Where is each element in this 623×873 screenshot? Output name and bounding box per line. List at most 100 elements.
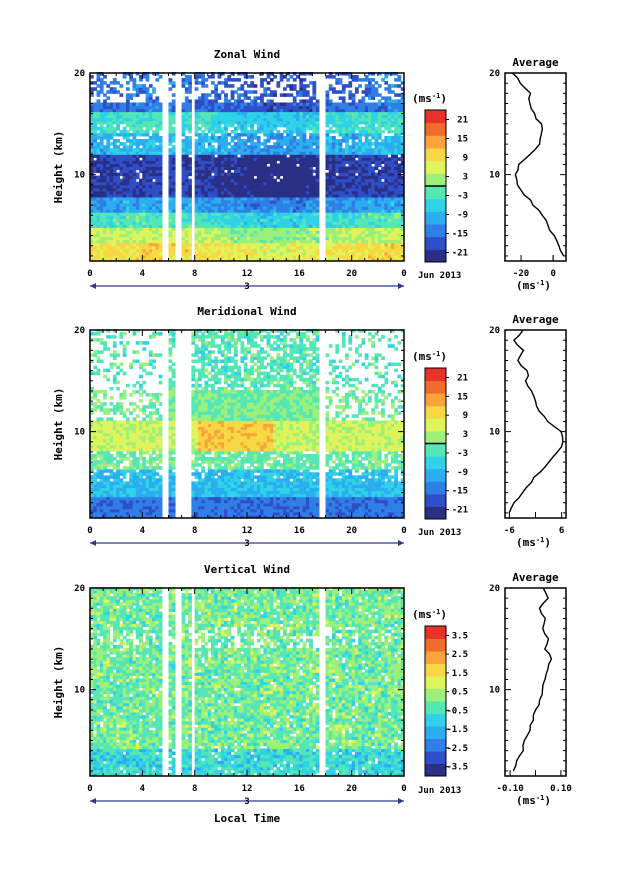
heatmap-cell [211, 257, 215, 262]
heatmap-cell [217, 181, 222, 186]
heatmap-cell [266, 190, 271, 195]
heatmap-cell [240, 129, 245, 134]
heatmap-cell [122, 151, 127, 155]
heatmap-cell [145, 224, 150, 228]
heatmap-cell [109, 142, 114, 146]
heatmap-cell [142, 209, 147, 213]
colorbar-segment [425, 148, 446, 162]
heatmap-cell [116, 224, 120, 228]
heatmap-cell [106, 120, 111, 125]
heatmap-cell [188, 84, 192, 88]
heatmap-cell [348, 233, 353, 238]
heatmap-cell [263, 227, 268, 232]
heatmap-cell [390, 218, 395, 222]
heatmap-cell [269, 206, 274, 210]
heatmap-cell [243, 227, 248, 232]
heatmap-cell [315, 166, 320, 171]
heatmap-cell [93, 120, 98, 125]
heatmap-cell [315, 218, 320, 222]
heatmap-cell [243, 190, 248, 195]
heatmap-cell [348, 169, 353, 174]
heatmap-cell [106, 221, 111, 225]
heatmap-cell [188, 215, 192, 219]
heatmap-cell [256, 166, 261, 171]
heatmap-cell [184, 120, 189, 125]
heatmap-cell [184, 172, 189, 177]
heatmap-cell [364, 154, 369, 158]
heatmap-cell [266, 236, 271, 241]
heatmap-cell [361, 212, 366, 216]
heatmap-cell [286, 254, 291, 259]
heatmap-cell [240, 117, 245, 122]
heatmap-cell [361, 120, 366, 125]
heatmap-cell [96, 90, 101, 94]
heatmap-cell [237, 123, 241, 128]
heatmap-cell [292, 215, 297, 219]
heatmap-cell [181, 117, 186, 122]
heatmap-cell [96, 193, 101, 198]
heatmap-cell [233, 254, 238, 259]
heatmap-cell [214, 166, 219, 171]
heatmap-cell [400, 105, 405, 110]
heatmap-cell [103, 206, 107, 210]
heatmap-cell [158, 193, 163, 198]
heatmap-cell [243, 145, 248, 149]
heatmap-cell [348, 193, 353, 198]
heatmap-cell [325, 187, 330, 192]
heatmap-cell [299, 242, 304, 247]
heatmap-cell [312, 142, 317, 146]
heatmap-cell [250, 102, 255, 107]
heatmap-cell [201, 114, 205, 119]
heatmap-cell [296, 251, 300, 256]
heatmap-cell [263, 257, 268, 262]
heatmap-cell [155, 230, 160, 235]
heatmap-cell [145, 193, 150, 198]
heatmap-cell [269, 117, 274, 122]
heatmap-cell [387, 245, 392, 250]
heatmap-cell [276, 248, 281, 253]
heatmap-cell [211, 111, 215, 116]
heatmap-cell [305, 163, 310, 167]
heatmap-cell [109, 196, 114, 201]
heatmap-cell [305, 84, 310, 88]
heatmap-cell [152, 166, 156, 171]
heatmap-cell [145, 187, 150, 192]
heatmap-cell [220, 151, 225, 155]
colorbar-segment [425, 236, 446, 250]
heatmap-cell [99, 257, 104, 262]
heatmap-cell [168, 117, 173, 122]
heatmap-cell [103, 157, 107, 161]
heatmap-cell [243, 218, 248, 222]
heatmap-cell [201, 184, 205, 189]
heatmap-cell [204, 193, 209, 198]
heatmap-cell [273, 169, 277, 174]
heatmap-cell [90, 139, 94, 143]
heatmap-cell [224, 187, 228, 192]
heatmap-cell [220, 117, 225, 122]
heatmap-cell [103, 163, 107, 167]
heatmap-cell [358, 139, 362, 143]
heatmap-cell [279, 93, 284, 97]
heatmap-cell [158, 126, 163, 131]
heatmap-cell [394, 145, 398, 149]
heatmap-cell [184, 184, 189, 189]
heatmap-cell [125, 172, 130, 177]
heatmap-cell [309, 212, 313, 216]
heatmap-cell [96, 233, 101, 238]
heatmap-cell [116, 160, 120, 164]
heatmap-cell [338, 78, 343, 82]
heatmap-cell [148, 215, 153, 219]
heatmap-cell [217, 178, 222, 183]
heatmap-cell [253, 209, 258, 213]
heatmap-cell [243, 117, 248, 122]
heatmap-cell [93, 218, 98, 222]
heatmap-cell [361, 78, 366, 82]
heatmap-cell [211, 151, 215, 155]
heatmap-cell [269, 224, 274, 228]
heatmap-cell [260, 221, 264, 225]
heatmap-cell [364, 209, 369, 213]
heatmap-cell [201, 239, 205, 244]
heatmap-cell [361, 126, 366, 131]
heatmap-cell [371, 178, 376, 183]
heatmap-cell [260, 251, 264, 256]
